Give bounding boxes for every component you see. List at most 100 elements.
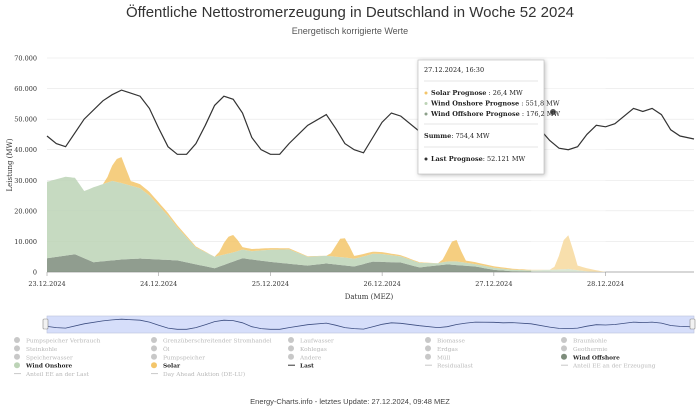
tooltip-row: Wind Offshore Prognose : 176,2 MW bbox=[430, 110, 560, 118]
legend-item-anteil-ee-an-der-erzeugung[interactable]: Anteil EE an der Erzeugung bbox=[561, 364, 656, 370]
legend-item-anteil-ee-an-der-last[interactable]: Anteil EE an der Last bbox=[14, 372, 90, 378]
tooltip-load-value: : 52.121 MW bbox=[483, 155, 526, 163]
legend-marker bbox=[425, 337, 431, 343]
legend-item-solar[interactable]: Solar bbox=[151, 362, 181, 370]
legend-item-pumpspeicher[interactable]: Pumpspeicher bbox=[151, 353, 205, 362]
y-tick-label: 30.000 bbox=[14, 177, 37, 185]
legend-marker bbox=[14, 362, 20, 369]
legend-label: Steinkohle bbox=[26, 347, 58, 353]
legend-item-speicherwasser[interactable]: Speicherwasser bbox=[14, 353, 73, 362]
legend-item-geothermie[interactable]: Geothermie bbox=[561, 345, 608, 353]
legend-label: Grenzüberschreitender Stromhandel bbox=[163, 339, 272, 345]
legend-label: Solar bbox=[163, 364, 181, 370]
legend-item-andere[interactable]: Andere bbox=[288, 353, 322, 362]
legend-label: Öl bbox=[163, 346, 170, 353]
legend-label: Pumpspeicher Verbrauch bbox=[26, 339, 101, 345]
legend-item-kohlegas[interactable]: Kohlegas bbox=[288, 345, 327, 353]
x-axis-label: Datum (MEZ) bbox=[345, 293, 394, 301]
legend-label: Andere bbox=[299, 355, 322, 361]
y-tick-label: 50.000 bbox=[14, 116, 37, 124]
legend-marker bbox=[151, 345, 157, 352]
area-wind-onshore[interactable] bbox=[47, 176, 606, 272]
legend-marker bbox=[151, 337, 157, 343]
navigator-left-handle[interactable] bbox=[42, 318, 49, 330]
legend-item-wind-offshore[interactable]: Wind Offshore bbox=[561, 353, 620, 362]
legend-item-day-ahead-auktion-de-lu-[interactable]: Day Ahead Auktion (DE-LU) bbox=[151, 371, 245, 378]
x-tick-label: 26.12.2024 bbox=[364, 280, 401, 288]
legend-marker bbox=[288, 353, 294, 360]
tooltip-load-label: Last Prognose bbox=[431, 155, 483, 163]
legend-label: Biomasse bbox=[437, 339, 466, 345]
x-axis: 23.12.2024 24.12.2024 25.12.2024 26.12.2024… bbox=[28, 272, 624, 288]
legend-item-erdgas[interactable]: Erdgas bbox=[425, 345, 458, 353]
legend-item-steinkohle[interactable]: Steinkohle bbox=[14, 345, 58, 353]
x-tick-label: 24.12.2024 bbox=[140, 280, 177, 288]
tooltip-load: Last Prognose: 52.121 MW bbox=[431, 155, 525, 163]
area-wind-offshore[interactable] bbox=[47, 254, 606, 272]
legend-item-braunkohle[interactable]: Braunkohle bbox=[561, 337, 608, 345]
tooltip-time: 27.12.2024, 16:30 bbox=[424, 66, 484, 74]
legend-label: Wind Offshore bbox=[572, 355, 620, 361]
y-tick-label: 0 bbox=[33, 269, 37, 277]
tooltip-row: Wind Onshore Prognose : 551,8 MW bbox=[430, 100, 560, 108]
legend-label: Anteil EE an der Erzeugung bbox=[572, 364, 656, 370]
legend-label: Müll bbox=[437, 355, 451, 361]
legend-item-pumpspeicher-verbrauch[interactable]: Pumpspeicher Verbrauch bbox=[14, 337, 101, 345]
legend-label: Geothermie bbox=[573, 347, 608, 353]
legend-label: Braunkohle bbox=[573, 339, 608, 345]
tooltip-row-marker bbox=[424, 91, 428, 95]
legend-item-laufwasser[interactable]: Laufwasser bbox=[288, 337, 334, 345]
x-tick-label: 25.12.2024 bbox=[252, 280, 289, 288]
load-line[interactable] bbox=[46, 89, 695, 155]
y-tick-label: 70.000 bbox=[14, 55, 37, 63]
legend-marker bbox=[151, 353, 157, 360]
tooltip-row: Solar Prognose : 26,4 MW bbox=[431, 89, 523, 97]
tooltip-sum: Summe: 754,4 MW bbox=[424, 132, 490, 140]
y-tick-label: 10.000 bbox=[14, 238, 37, 246]
chart-subtitle: Energetisch korrigierte Werte bbox=[291, 26, 409, 36]
legend-marker bbox=[151, 362, 157, 369]
legend-item-müll[interactable]: Müll bbox=[425, 353, 451, 362]
legend-label: Day Ahead Auktion (DE-LU) bbox=[163, 371, 245, 378]
legend-item-biomasse[interactable]: Biomasse bbox=[425, 337, 466, 345]
navigator[interactable] bbox=[42, 315, 696, 334]
legend-label: Laufwasser bbox=[300, 339, 334, 345]
x-tick-label: 27.12.2024 bbox=[475, 280, 512, 288]
legend-item-wind-onshore[interactable]: Wind Onshore bbox=[14, 362, 73, 370]
legend-marker bbox=[425, 345, 431, 352]
tooltip-sum-label: Summe bbox=[424, 132, 451, 140]
navigator-right-handle[interactable] bbox=[689, 318, 696, 330]
legend-marker bbox=[288, 337, 294, 343]
y-tick-label: 40.000 bbox=[14, 146, 37, 154]
tooltip-box bbox=[417, 59, 545, 175]
legend-label: Wind Onshore bbox=[25, 364, 73, 370]
legend-item-last[interactable]: Last bbox=[288, 364, 314, 370]
legend-marker bbox=[561, 345, 567, 352]
tooltip: 27.12.2024, 16:30 Solar Prognose : 26,4 … bbox=[417, 59, 560, 175]
legend-label: Last bbox=[300, 364, 314, 370]
legend-label: Pumpspeicher bbox=[163, 355, 205, 361]
legend-item-öl[interactable]: Öl bbox=[151, 345, 170, 353]
load-line-group[interactable] bbox=[46, 89, 695, 155]
legend-marker bbox=[288, 345, 294, 352]
tooltip-row-marker bbox=[424, 112, 428, 116]
legend-label: Residuallast bbox=[437, 364, 474, 370]
legend-marker bbox=[561, 337, 567, 343]
legend-marker bbox=[14, 345, 20, 352]
legend-marker bbox=[561, 353, 567, 360]
legend-item-grenzüberschreitender-stromhandel[interactable]: Grenzüberschreitender Stromhandel bbox=[151, 337, 272, 345]
tooltip-row-marker bbox=[424, 102, 428, 105]
y-axis: 0 10.000 20.000 30.000 40.000 50.000 60.000 70.… bbox=[14, 55, 37, 277]
legend[interactable]: Pumpspeicher Verbrauch Grenzüberschreiten… bbox=[14, 337, 656, 378]
legend-label: Speicherwasser bbox=[26, 355, 73, 361]
y-tick-label: 20.000 bbox=[14, 207, 37, 215]
footer-credit[interactable]: Energy-Charts.info - letztes Update: 27.… bbox=[250, 397, 450, 406]
legend-item-residuallast[interactable]: Residuallast bbox=[425, 364, 474, 370]
y-tick-label: 60.000 bbox=[14, 85, 37, 93]
legend-label: Anteil EE an der Last bbox=[25, 372, 90, 378]
legend-marker bbox=[14, 353, 20, 360]
tooltip-sum-value: : 754,4 MW bbox=[451, 132, 490, 140]
tooltip-hover-point bbox=[549, 108, 557, 116]
x-tick-label: 23.12.2024 bbox=[28, 280, 65, 288]
